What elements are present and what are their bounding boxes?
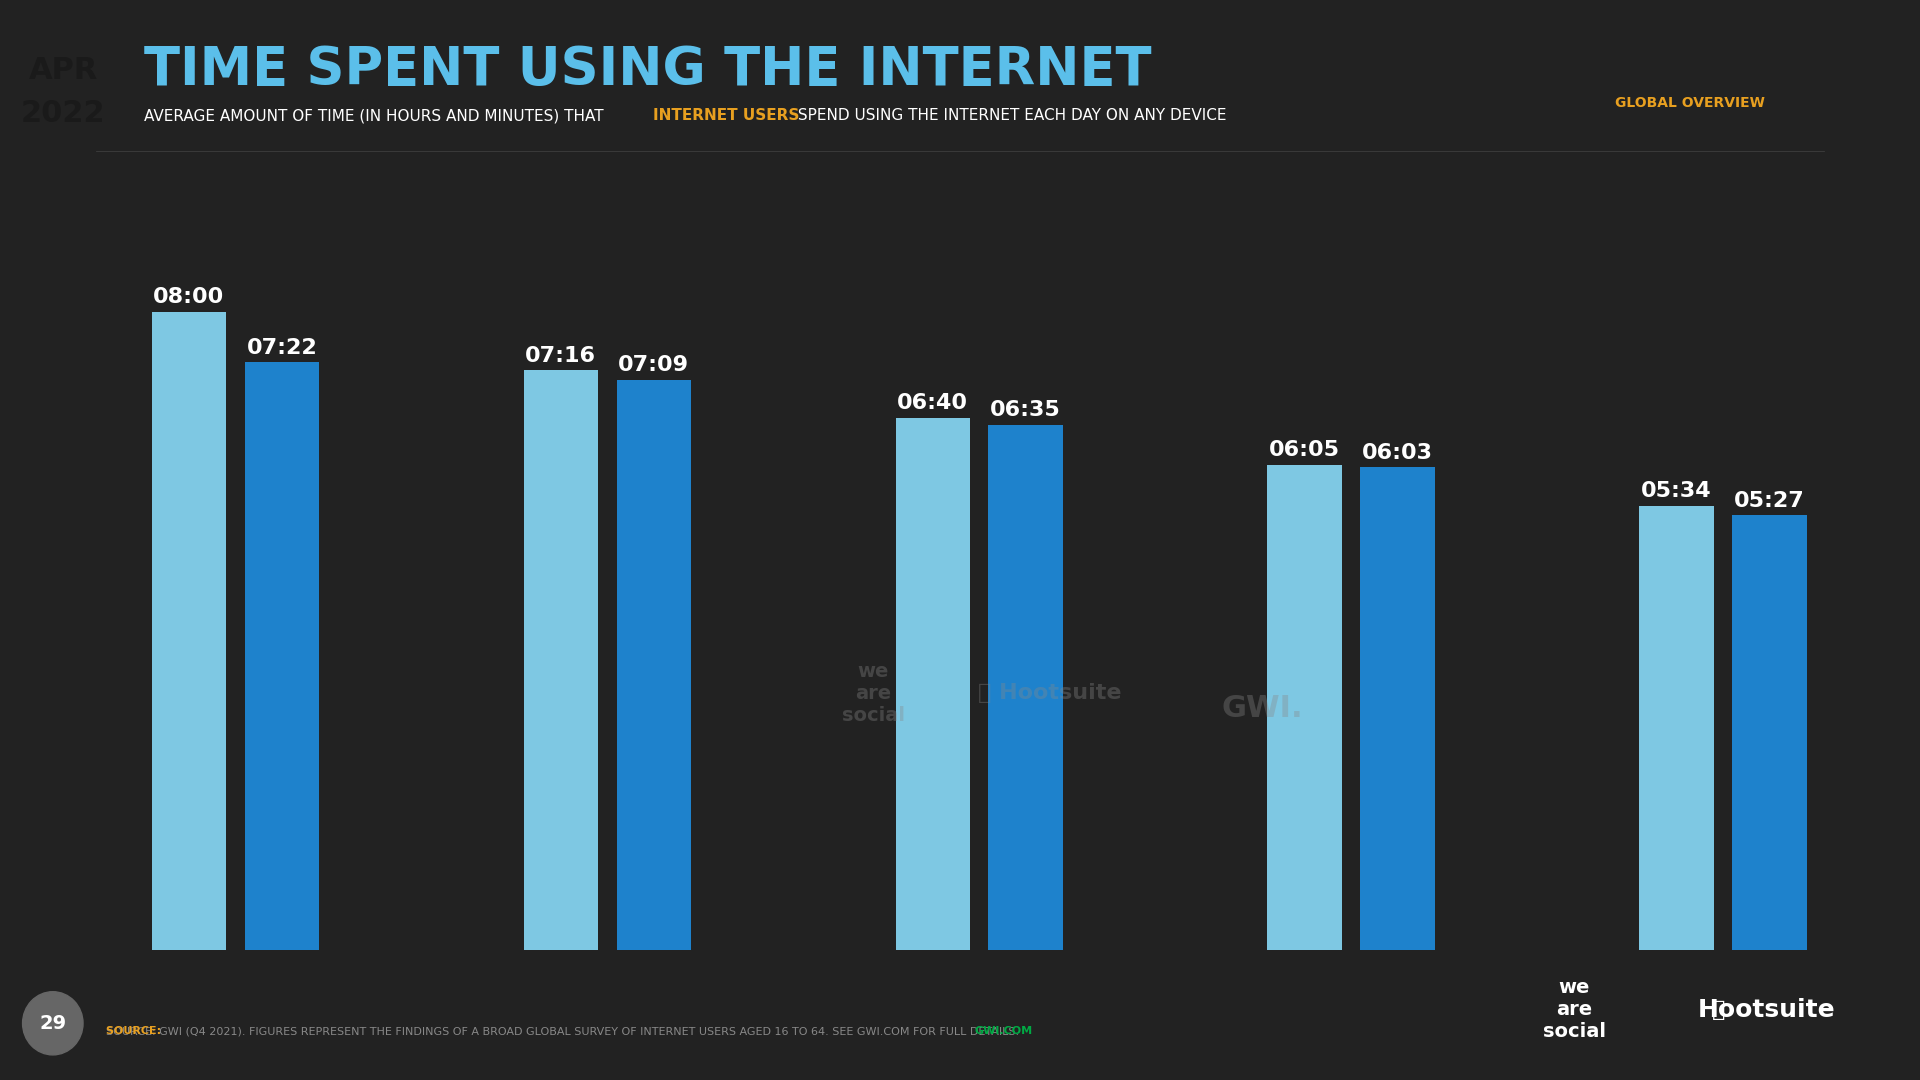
Text: 07:09: 07:09 — [618, 355, 689, 375]
Text: GLOBAL OVERVIEW: GLOBAL OVERVIEW — [1615, 96, 1764, 109]
Text: 07:22: 07:22 — [246, 338, 317, 357]
Text: INTERNET USERS: INTERNET USERS — [653, 108, 799, 123]
Text: SOURCE: GWI (Q4 2021). FIGURES REPRESENT THE FINDINGS OF A BROAD GLOBAL SURVEY O: SOURCE: GWI (Q4 2021). FIGURES REPRESENT… — [106, 1026, 1020, 1037]
Bar — [895, 418, 970, 950]
Bar — [1361, 468, 1434, 950]
Bar — [1267, 464, 1342, 950]
Text: Hootsuite: Hootsuite — [1697, 998, 1836, 1022]
Bar — [616, 380, 691, 950]
Bar — [244, 362, 319, 950]
Text: we
are
social: we are social — [841, 662, 904, 725]
Bar — [524, 370, 597, 950]
Text: 2022: 2022 — [21, 99, 106, 127]
Text: AVERAGE AMOUNT OF TIME (IN HOURS AND MINUTES) THAT: AVERAGE AMOUNT OF TIME (IN HOURS AND MIN… — [144, 108, 609, 123]
Text: 29: 29 — [38, 1014, 67, 1032]
Circle shape — [23, 991, 83, 1055]
Text: SOURCE:: SOURCE: — [106, 1026, 165, 1037]
Text: 05:27: 05:27 — [1734, 490, 1805, 511]
Bar — [1640, 507, 1715, 950]
Bar — [1732, 515, 1807, 950]
Text: 🦉 Hootsuite: 🦉 Hootsuite — [977, 684, 1121, 703]
Bar — [152, 312, 227, 950]
Text: TIME SPENT USING THE INTERNET: TIME SPENT USING THE INTERNET — [144, 44, 1152, 96]
Text: GWI.COM: GWI.COM — [973, 1026, 1033, 1037]
Text: 06:03: 06:03 — [1361, 443, 1432, 462]
Text: SPEND USING THE INTERNET EACH DAY ON ANY DEVICE: SPEND USING THE INTERNET EACH DAY ON ANY… — [793, 108, 1227, 123]
Text: 05:34: 05:34 — [1642, 482, 1713, 501]
Text: we
are
social: we are social — [1544, 978, 1605, 1041]
Text: 07:16: 07:16 — [526, 346, 597, 365]
Text: 08:00: 08:00 — [154, 287, 225, 307]
Text: 06:35: 06:35 — [991, 400, 1062, 420]
Text: APR: APR — [29, 56, 98, 84]
Bar — [989, 424, 1064, 950]
Text: 06:05: 06:05 — [1269, 440, 1340, 460]
Text: GWI.: GWI. — [1221, 693, 1302, 723]
Text: 06:40: 06:40 — [897, 393, 968, 414]
Text: 🦉: 🦉 — [1713, 1000, 1724, 1020]
